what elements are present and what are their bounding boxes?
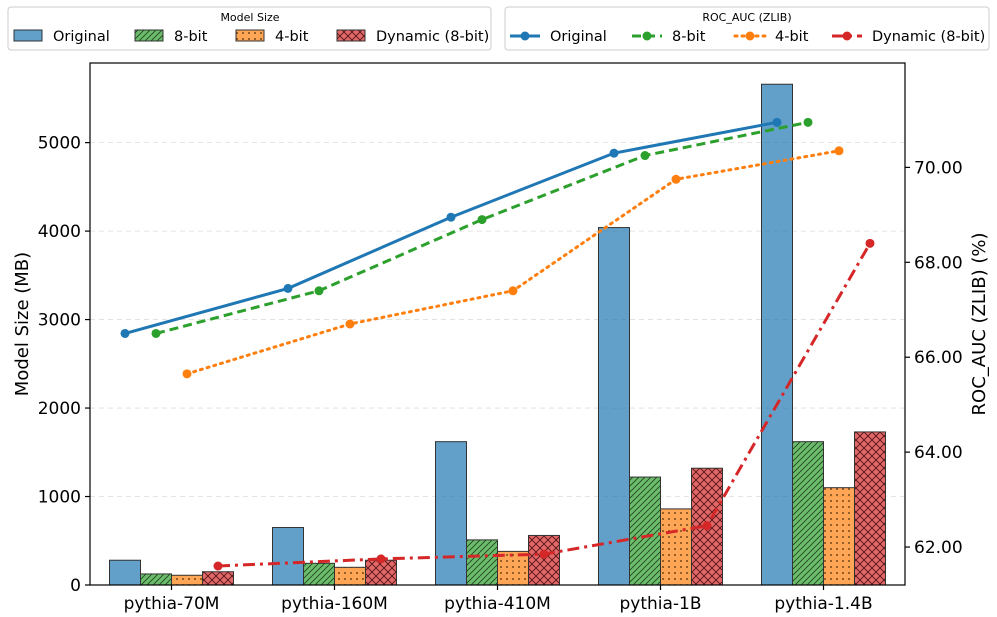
point-original-4 xyxy=(772,117,782,127)
point-8-bit-3 xyxy=(640,151,650,161)
y-right-tick-label: 64.00 xyxy=(914,443,963,463)
bar-legend-title: Model Size xyxy=(220,11,279,24)
y-right-tick-label: 62.00 xyxy=(914,538,963,558)
y-axis-left: 0 1000 2000 3000 4000 5000 xyxy=(38,134,90,596)
point-original-2 xyxy=(446,212,456,222)
point-dynamic-8-bit--1 xyxy=(376,554,386,564)
line-legend-marker-4-bit xyxy=(745,31,755,41)
point-dynamic-8-bit--0 xyxy=(213,561,223,571)
point-dynamic-8-bit--2 xyxy=(539,549,549,559)
bar-original-2 xyxy=(435,441,467,586)
bar-4-bit-4 xyxy=(823,487,855,586)
y-left-tick-label: 3000 xyxy=(38,311,81,331)
bar-8-bit-4 xyxy=(792,441,824,586)
y-left-tick-label: 5000 xyxy=(38,134,81,154)
point-8-bit-2 xyxy=(477,215,487,225)
line-legend: ROC_AUC (ZLIB) Original 8-bit 4-bit Dynamic… xyxy=(504,6,990,51)
line-4-bit xyxy=(185,149,841,376)
lines xyxy=(120,117,875,571)
bar-legend-swatch-8-bit xyxy=(134,29,164,42)
bar-dynamic-8-bit--1 xyxy=(365,559,397,586)
bar-legend-swatch-4-bit xyxy=(235,29,265,42)
point-4-bit-2 xyxy=(508,286,518,296)
bar-original-4 xyxy=(761,83,793,586)
y-left-tick-label: 2000 xyxy=(38,399,81,419)
bar-legend-frame xyxy=(7,6,492,51)
bar-8-bit-0 xyxy=(140,573,172,586)
line-original xyxy=(124,120,778,335)
point-original-0 xyxy=(120,328,130,338)
bar-dynamic-8-bit--4 xyxy=(854,431,886,586)
point-4-bit-4 xyxy=(834,146,844,156)
point-8-bit-0 xyxy=(151,328,161,338)
bar-8-bit-3 xyxy=(629,476,661,586)
line-legend-marker-original xyxy=(520,31,530,41)
bar-4-bit-3 xyxy=(660,508,692,586)
line-legend-frame xyxy=(504,6,990,51)
bar-original-1 xyxy=(272,526,304,586)
x-tick-label: pythia-410M xyxy=(444,594,551,614)
bar-legend-swatch-original xyxy=(13,29,43,42)
y-axis-right: 62.00 64.00 66.00 68.00 70.00 xyxy=(905,158,963,558)
y-right-tick-label: 70.00 xyxy=(914,158,963,178)
line-legend-label-4-bit: 4-bit xyxy=(775,29,809,45)
y-axis-right-title: ROC_AUC (ZLIB) (%) xyxy=(969,233,990,416)
bars xyxy=(109,83,886,586)
y-left-tick-label: 1000 xyxy=(38,488,81,508)
bar-original-0 xyxy=(109,559,141,586)
bar-legend-label-dynamic-8-bit-: Dynamic (8-bit) xyxy=(376,29,489,45)
line-legend-marker-dynamic-8-bit- xyxy=(842,31,852,41)
line-legend-title: ROC_AUC (ZLIB) xyxy=(702,11,791,24)
bar-4-bit-0 xyxy=(171,574,203,586)
bar-8-bit-1 xyxy=(303,562,335,586)
bar-original-3 xyxy=(598,227,630,586)
line-legend-label-original: Original xyxy=(550,29,607,45)
bar-legend-label-4-bit: 4-bit xyxy=(275,29,309,45)
bar-legend: Model Size Original 8-bit 4-bit Dynamic (8-… xyxy=(7,6,492,51)
point-dynamic-8-bit--3 xyxy=(702,521,712,531)
bar-legend-label-original: Original xyxy=(53,29,110,45)
y-left-tick-label: 4000 xyxy=(38,222,81,242)
point-original-3 xyxy=(609,148,619,158)
point-8-bit-1 xyxy=(314,286,324,296)
bar-legend-swatch-dynamic-8-bit- xyxy=(336,29,366,42)
point-8-bit-4 xyxy=(803,117,813,127)
y-axis-left-title: Model Size (MB) xyxy=(12,252,33,396)
bar-dynamic-8-bit--0 xyxy=(202,571,234,586)
x-tick-label: pythia-1B xyxy=(619,594,701,614)
line-8-bit xyxy=(155,120,809,335)
x-tick-label: pythia-160M xyxy=(281,594,388,614)
point-4-bit-3 xyxy=(671,174,681,184)
y-right-tick-label: 66.00 xyxy=(914,348,963,368)
x-axis: pythia-70M pythia-160M pythia-410M pythia-1… xyxy=(124,585,873,614)
bar-4-bit-1 xyxy=(334,566,366,586)
point-dynamic-8-bit--4 xyxy=(865,238,875,248)
line-legend-label-dynamic-8-bit-: Dynamic (8-bit) xyxy=(872,29,985,45)
y-left-tick-label: 0 xyxy=(70,576,81,596)
point-4-bit-1 xyxy=(345,319,355,329)
line-legend-label-8-bit: 8-bit xyxy=(672,29,706,45)
y-right-tick-label: 68.00 xyxy=(914,253,963,273)
bar-8-bit-2 xyxy=(466,539,498,586)
point-original-1 xyxy=(283,283,293,293)
bar-dynamic-8-bit--2 xyxy=(528,534,560,586)
line-legend-marker-8-bit xyxy=(642,31,652,41)
point-4-bit-0 xyxy=(182,369,192,379)
bar-legend-label-8-bit: 8-bit xyxy=(174,29,208,45)
x-tick-label: pythia-70M xyxy=(124,594,220,614)
x-tick-label: pythia-1.4B xyxy=(774,594,872,614)
